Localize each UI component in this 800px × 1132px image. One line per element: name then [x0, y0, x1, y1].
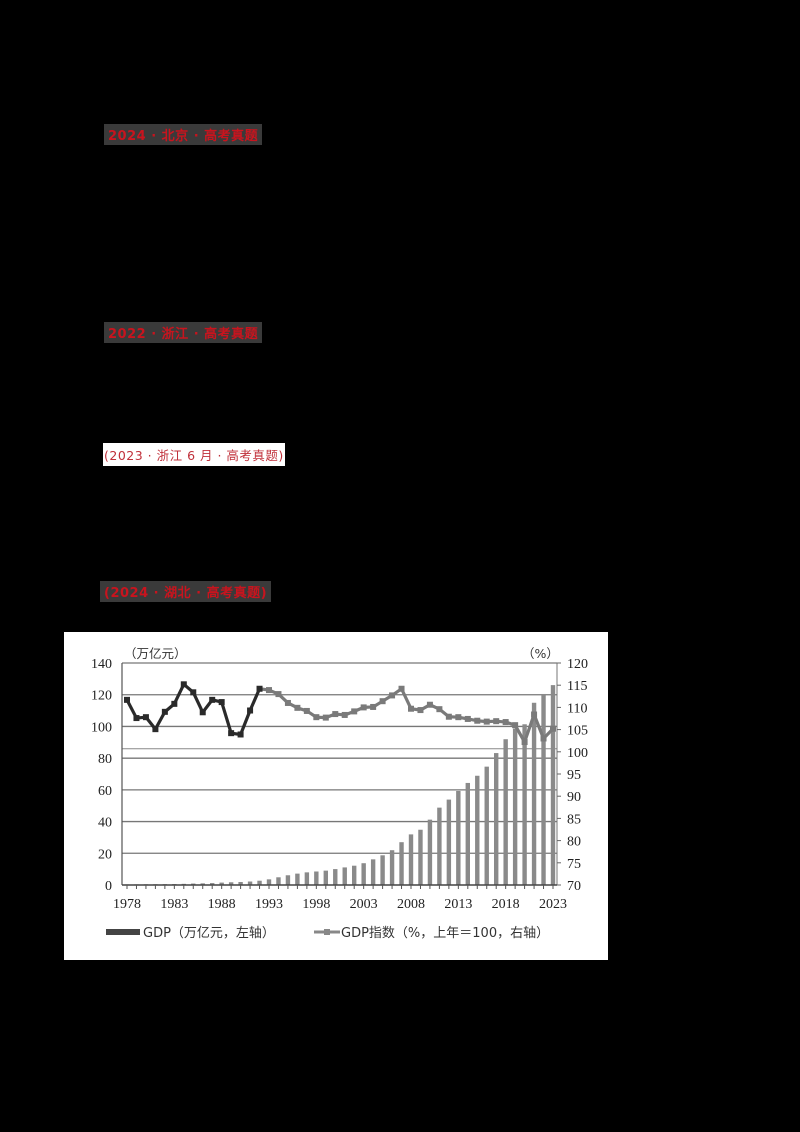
gdp-index-line: [124, 681, 556, 746]
gdp-bars: [124, 685, 556, 885]
svg-text:75: 75: [567, 857, 581, 872]
svg-text:110: 110: [567, 701, 587, 716]
exam-source-heading-4: (2024 · 湖北 · 高考真题): [100, 581, 272, 602]
svg-text:100: 100: [567, 746, 588, 761]
svg-text:2008: 2008: [397, 897, 425, 912]
svg-text:80: 80: [567, 835, 581, 850]
gdp-chart: 0 20 40 60 80 100 120 140 70 75 80 85 90 95 100 105 110 1…: [64, 632, 608, 960]
legend-index-label: GDP指数（%，上年＝100，右轴）: [341, 926, 549, 941]
svg-text:2018: 2018: [492, 897, 520, 912]
chart-axes: [121, 662, 561, 889]
svg-text:115: 115: [567, 679, 587, 694]
svg-text:95: 95: [567, 768, 581, 783]
svg-text:140: 140: [91, 657, 112, 672]
svg-text:85: 85: [567, 812, 581, 827]
legend-bar-swatch: [106, 929, 140, 935]
svg-text:60: 60: [98, 784, 112, 799]
svg-text:2003: 2003: [350, 897, 378, 912]
svg-text:70: 70: [567, 879, 581, 894]
legend: GDP（万亿元，左轴） GDP指数（%，上年＝100，右轴）: [106, 926, 549, 941]
exam-source-heading-1: 2024 · 北京 · 高考真题: [104, 124, 263, 145]
grid-lines: [122, 662, 557, 854]
svg-text:90: 90: [567, 790, 581, 805]
svg-text:1988: 1988: [208, 897, 236, 912]
svg-text:2023: 2023: [539, 897, 567, 912]
svg-text:40: 40: [98, 816, 112, 831]
svg-text:1978: 1978: [113, 897, 141, 912]
svg-text:120: 120: [567, 657, 588, 672]
svg-text:1983: 1983: [160, 897, 188, 912]
left-axis-unit: （万亿元）: [124, 646, 187, 661]
svg-text:1993: 1993: [255, 897, 283, 912]
svg-text:105: 105: [567, 724, 588, 739]
exam-source-heading-3: (2023 · 浙江 6 月 · 高考真题): [103, 443, 285, 466]
svg-text:100: 100: [91, 720, 112, 735]
svg-text:80: 80: [98, 752, 112, 767]
axis-labels: 0 20 40 60 80 100 120 140 70 75 80 85 90 95 100 105 110 1…: [91, 657, 588, 912]
svg-text:120: 120: [91, 689, 112, 704]
svg-text:2013: 2013: [444, 897, 472, 912]
right-axis-unit: （%）: [522, 646, 559, 661]
exam-source-heading-2: 2022 · 浙江 · 高考真题: [104, 322, 263, 343]
chart-canvas: 0 20 40 60 80 100 120 140 70 75 80 85 90 95 100 105 110 1…: [91, 646, 588, 941]
svg-text:1998: 1998: [302, 897, 330, 912]
legend-gdp-label: GDP（万亿元，左轴）: [143, 926, 275, 941]
svg-text:20: 20: [98, 847, 112, 862]
svg-text:0: 0: [105, 879, 112, 894]
